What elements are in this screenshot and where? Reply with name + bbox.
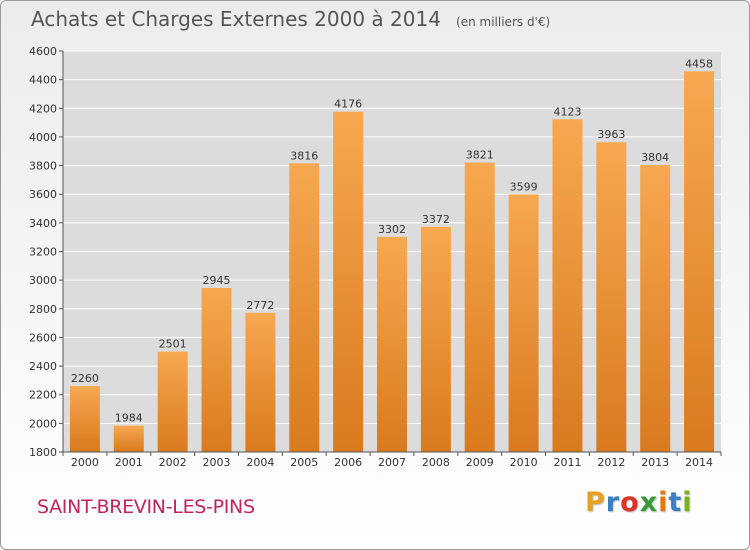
y-tick-label: 3000 [29, 274, 57, 287]
bar-2013 [640, 164, 671, 452]
logo-letter: i [682, 487, 693, 518]
x-tick-label-2001: 2001 [115, 456, 143, 469]
y-tick-label: 4200 [29, 102, 57, 115]
x-tick-label-2004: 2004 [246, 456, 274, 469]
bar-2014 [684, 71, 715, 452]
bar-2009 [464, 162, 495, 452]
y-tick-label: 4600 [29, 45, 57, 58]
value-label-2002: 2501 [159, 338, 187, 351]
logo-letter: r [605, 487, 621, 518]
value-label-2000: 2260 [71, 372, 99, 385]
y-tick-label: 4400 [29, 74, 57, 87]
value-label-2014: 4458 [685, 57, 713, 70]
x-tick-label-2012: 2012 [597, 456, 625, 469]
x-tick-label-2002: 2002 [159, 456, 187, 469]
x-tick-label-2010: 2010 [510, 456, 538, 469]
commune-name: SAINT-BREVIN-LES-PINS [37, 496, 255, 518]
value-label-2005: 3816 [290, 149, 318, 162]
value-label-2007: 3302 [378, 223, 406, 236]
logo-letter: x [639, 487, 659, 518]
y-tick-label: 3600 [29, 188, 57, 201]
y-tick-label: 3800 [29, 160, 57, 173]
y-tick-label: 1800 [29, 446, 57, 459]
logo-letter: o [620, 487, 640, 518]
x-tick-label-2003: 2003 [203, 456, 231, 469]
bar-2004 [245, 312, 276, 452]
y-tick-label: 2000 [29, 417, 57, 430]
chart-title: Achats et Charges Externes 2000 à 2014 [31, 7, 441, 31]
value-label-2013: 3804 [641, 151, 669, 164]
x-tick-label-2006: 2006 [334, 456, 362, 469]
x-tick-label-2009: 2009 [466, 456, 494, 469]
x-tick-label-2011: 2011 [553, 456, 581, 469]
value-label-2006: 4176 [334, 98, 362, 111]
value-label-2008: 3372 [422, 213, 450, 226]
x-tick-label-2014: 2014 [685, 456, 713, 469]
y-tick-label: 2200 [29, 389, 57, 402]
y-tick-label: 2600 [29, 331, 57, 344]
y-tick-label: 4000 [29, 131, 57, 144]
value-label-2001: 1984 [115, 412, 143, 425]
bar-2011 [552, 119, 583, 452]
x-tick-label-2013: 2013 [641, 456, 669, 469]
bar-2010 [508, 194, 539, 453]
x-tick-label-2005: 2005 [290, 456, 318, 469]
x-axis: 2000 2001 2002 2003 2004 2005 2006 2007 2008 2009… [62, 451, 722, 469]
bar-2001 [113, 425, 144, 452]
value-label-2004: 2772 [246, 299, 274, 312]
y-tick-label: 3200 [29, 246, 57, 259]
bar-2007 [377, 236, 407, 452]
value-label-2003: 2945 [203, 274, 231, 287]
bars: 2260 1984 2501 2945 2772 3816 4176 3302 3372 3821… [69, 57, 715, 453]
x-tick-label-2000: 2000 [71, 456, 99, 469]
bar-2008 [420, 226, 451, 452]
bar-2003 [201, 288, 232, 452]
chart-unit: (en milliers d'€) [456, 15, 551, 29]
logo-letter: t [668, 487, 683, 518]
value-label-2009: 3821 [466, 149, 494, 162]
value-label-2010: 3599 [510, 180, 538, 193]
proxiti-logo: Proxiti [585, 487, 693, 518]
y-tick-label: 2800 [29, 303, 57, 316]
y-axis: 1800 2000 2200 2400 2600 2800 3000 3200 3400 3600… [29, 45, 64, 459]
x-tick-label-2008: 2008 [422, 456, 450, 469]
y-tick-label: 3400 [29, 217, 57, 230]
logo-letter: i [658, 487, 669, 518]
bar-2005 [289, 163, 320, 452]
bar-2006 [333, 111, 364, 453]
value-label-2012: 3963 [597, 128, 625, 141]
bar-2012 [596, 142, 627, 453]
x-tick-label-2007: 2007 [378, 456, 406, 469]
logo-letter: P [585, 487, 606, 518]
bar-2000 [69, 386, 100, 452]
bar-2002 [157, 351, 188, 452]
value-label-2011: 4123 [553, 105, 581, 118]
y-tick-label: 2400 [29, 360, 57, 373]
title-line: Achats et Charges Externes 2000 à 2014 (… [31, 7, 550, 31]
